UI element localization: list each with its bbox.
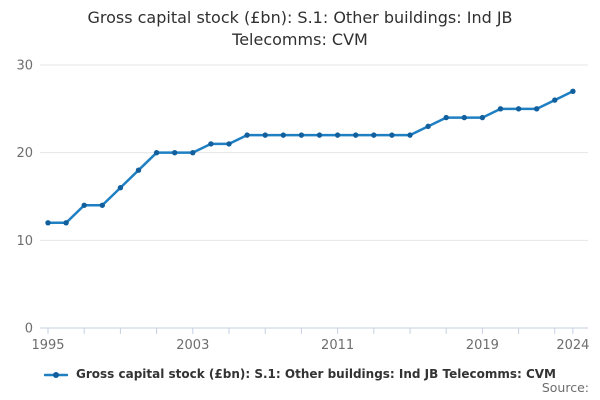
legend-label: Gross capital stock (£bn): S.1: Other bu… [76, 367, 556, 381]
y-tick-label: 0 [25, 322, 33, 337]
legend-dot [53, 371, 60, 378]
y-tick-label: 30 [16, 59, 33, 74]
data-point [190, 149, 196, 156]
x-tick-label: 2011 [321, 338, 354, 353]
data-point [99, 202, 106, 208]
data-point [425, 123, 431, 130]
data-point [353, 132, 359, 138]
data-point [389, 132, 395, 138]
legend-line-marker-icon [43, 365, 69, 384]
data-point [226, 141, 232, 147]
x-tick-label: 2019 [466, 338, 499, 353]
data-point [515, 106, 522, 112]
data-point [570, 88, 576, 95]
data-point [443, 114, 449, 121]
data-point [117, 185, 124, 191]
y-tick-label: 20 [16, 146, 33, 161]
data-point [316, 132, 323, 138]
data-point [534, 106, 540, 112]
data-point [407, 132, 413, 138]
data-point [371, 132, 377, 138]
data-point [262, 132, 268, 138]
data-point [135, 167, 142, 173]
data-point [153, 149, 160, 156]
source-label: Source: [541, 380, 589, 395]
data-point [244, 132, 250, 138]
y-tick-label: 10 [16, 234, 33, 249]
chart-title-line1: Gross capital stock (£bn): S.1: Other bu… [87, 8, 513, 27]
data-point [280, 132, 286, 138]
data-point [497, 106, 504, 112]
data-point [461, 114, 467, 121]
data-point [45, 220, 51, 226]
data-point [298, 132, 305, 138]
x-tick-label: 1995 [31, 338, 64, 353]
legend: Gross capital stock (£bn): S.1: Other bu… [0, 364, 600, 384]
data-point [479, 114, 486, 121]
data-point [208, 141, 214, 147]
data-point [552, 97, 558, 103]
data-point [63, 220, 69, 226]
data-point [334, 132, 341, 138]
data-line [46, 90, 575, 225]
chart-title: Gross capital stock (£bn): S.1: Other bu… [0, 7, 600, 52]
data-point [81, 202, 87, 208]
x-tick-label: 2024 [556, 338, 589, 353]
x-tick-label: 2003 [176, 338, 209, 353]
chart-title-line2: Telecomms: CVM [232, 30, 368, 50]
data-point [172, 149, 178, 156]
